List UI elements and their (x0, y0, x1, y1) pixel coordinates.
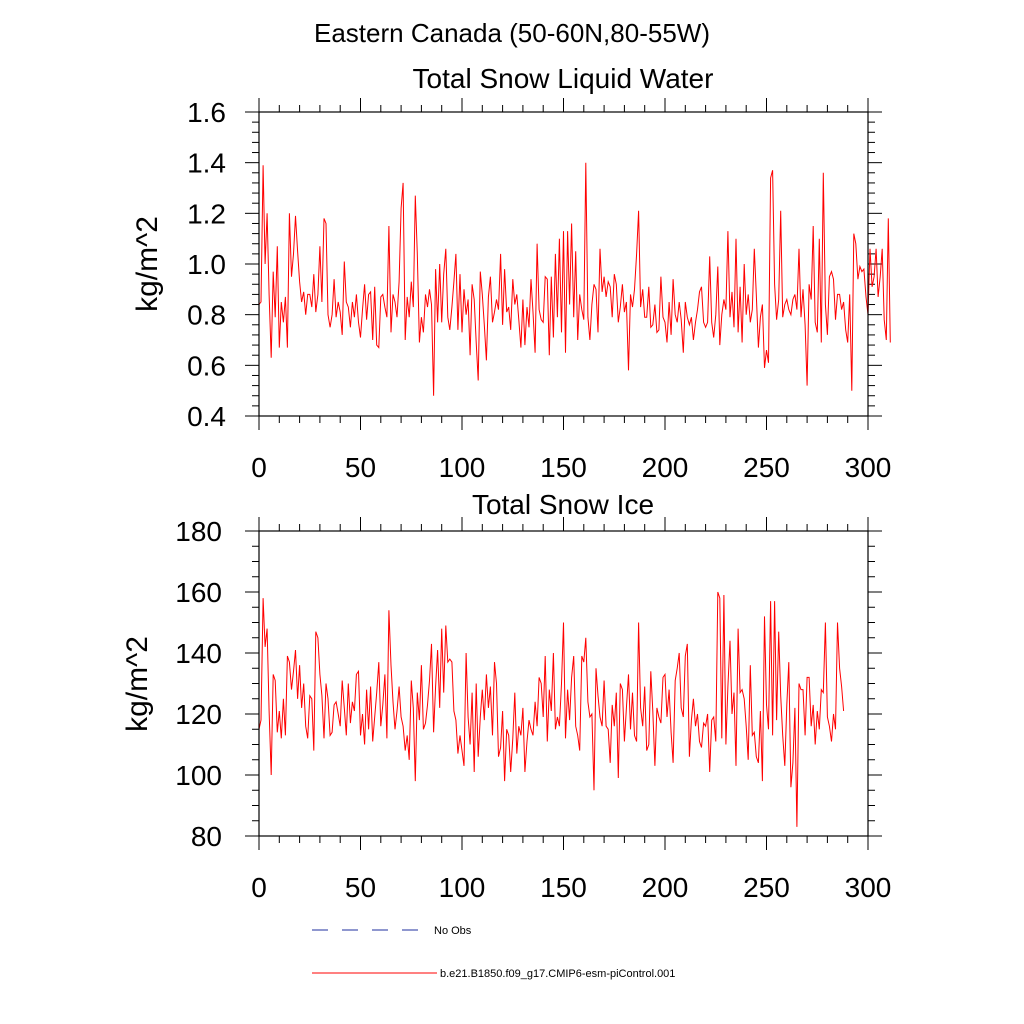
x-tick-label: 100 (439, 872, 486, 903)
legend-label-no-obs: No Obs (434, 925, 472, 937)
tick-marks-liquid-water (245, 98, 882, 430)
y-tick-label: 100 (175, 760, 222, 791)
y-tick-label: 0.4 (187, 401, 226, 432)
x-tick-label: 250 (743, 872, 790, 903)
x-tick-label: 100 (439, 452, 486, 483)
x-tick-labels-snow-ice: 0 50 100 150 200 250 300 (251, 872, 891, 903)
x-tick-label: 300 (845, 872, 892, 903)
plot-frame-liquid-water (258, 111, 869, 417)
y-tick-label: 140 (175, 638, 222, 669)
panel-title-snow-ice: Total Snow Ice (472, 489, 654, 520)
y-axis-label-snow-ice: kg/m^2 (121, 636, 154, 732)
tick-marks-snow-ice (245, 517, 882, 850)
x-tick-label: 200 (642, 872, 689, 903)
legend: No Obs b.e21.B1850.f09_g17.CMIP6-esm-piC… (312, 925, 675, 980)
y-axis-label-liquid-water: kg/m^2 (131, 216, 164, 312)
legend-item-model-run: b.e21.B1850.f09_g17.CMIP6-esm-piControl.… (312, 968, 675, 980)
y-tick-label: 1.2 (187, 198, 226, 229)
y-tick-label: 0.8 (187, 300, 226, 331)
x-tick-label: 300 (845, 452, 892, 483)
y-tick-label: 1.0 (187, 249, 226, 280)
y-tick-label: 180 (175, 516, 222, 547)
legend-label-model-run: b.e21.B1850.f09_g17.CMIP6-esm-piControl.… (440, 968, 675, 980)
page-title: Eastern Canada (50-60N,80-55W) (314, 18, 710, 48)
plot-frame-snow-ice (258, 530, 869, 837)
x-tick-label: 50 (345, 872, 376, 903)
x-tick-label: 200 (642, 452, 689, 483)
panel-title-liquid-water: Total Snow Liquid Water (413, 63, 714, 94)
x-tick-label: 0 (251, 452, 267, 483)
y-tick-label: 160 (175, 577, 222, 608)
legend-item-no-obs: No Obs (312, 925, 472, 937)
x-tick-label: 0 (251, 872, 267, 903)
series-line-snow-ice (258, 591, 845, 827)
series-line-liquid-water (258, 162, 891, 396)
y-tick-labels-liquid-water: 0.4 0.6 0.8 1.0 1.2 1.4 1.6 (187, 97, 226, 432)
x-tick-labels-liquid-water: 0 50 100 150 200 250 300 (251, 452, 891, 483)
panel-snow-ice: Total Snow Ice kg/m^2 0 50 100 150 200 250 300… (121, 489, 891, 903)
y-tick-labels-snow-ice: 80 100 120 140 160 180 (175, 516, 222, 852)
x-tick-label: 250 (743, 452, 790, 483)
x-tick-label: 150 (540, 872, 587, 903)
y-tick-label: 1.6 (187, 97, 226, 128)
y-tick-label: 80 (191, 821, 222, 852)
y-tick-label: 120 (175, 699, 222, 730)
y-tick-label: 0.6 (187, 350, 226, 381)
x-tick-label: 50 (345, 452, 376, 483)
x-tick-label: 150 (540, 452, 587, 483)
panel-snow-liquid-water: Total Snow Liquid Water kg/m^2 0 50 100 150… (131, 63, 891, 483)
y-tick-label: 1.4 (187, 148, 226, 179)
